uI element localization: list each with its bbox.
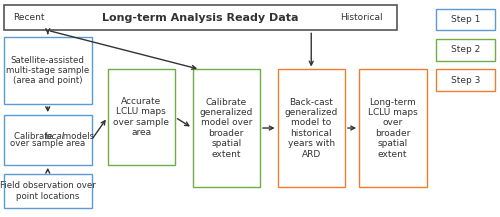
Bar [108, 69, 175, 165]
Text: Long-term Analysis Ready Data: Long-term Analysis Ready Data [102, 13, 298, 23]
Text: over sample area: over sample area [10, 139, 86, 148]
Text: Long-term
LCLU maps
over
broader
spatial
extent: Long-term LCLU maps over broader spatial… [368, 97, 418, 159]
Bar [436, 39, 495, 61]
Text: Step 1: Step 1 [451, 15, 480, 24]
Text: Back-cast
generalized
model to
historical
years with
ARD: Back-cast generalized model to historica… [284, 97, 338, 159]
Text: Satellite-assisted
multi-stage sample
(area and point): Satellite-assisted multi-stage sample (a… [6, 56, 89, 85]
Text: Recent: Recent [13, 13, 45, 22]
Bar [4, 115, 92, 165]
Bar [436, 69, 495, 91]
Bar [4, 174, 92, 208]
Text: Historical: Historical [340, 13, 383, 22]
Text: models: models [60, 132, 94, 141]
Text: Calibrate
generalized
model over
broader
spatial
extent: Calibrate generalized model over broader… [200, 97, 253, 159]
Bar [192, 69, 260, 187]
Text: Step 2: Step 2 [451, 45, 480, 54]
Text: Field observation over
point locations: Field observation over point locations [0, 181, 96, 201]
Text: local: local [44, 132, 64, 141]
Text: Accurate
LCLU maps
over sample
area: Accurate LCLU maps over sample area [113, 97, 169, 137]
Bar [278, 69, 345, 187]
Bar [436, 9, 495, 30]
Bar [4, 37, 92, 104]
Bar [4, 5, 396, 30]
Text: Step 3: Step 3 [451, 76, 480, 85]
Bar [359, 69, 426, 187]
Text: Calibrate: Calibrate [14, 132, 56, 141]
